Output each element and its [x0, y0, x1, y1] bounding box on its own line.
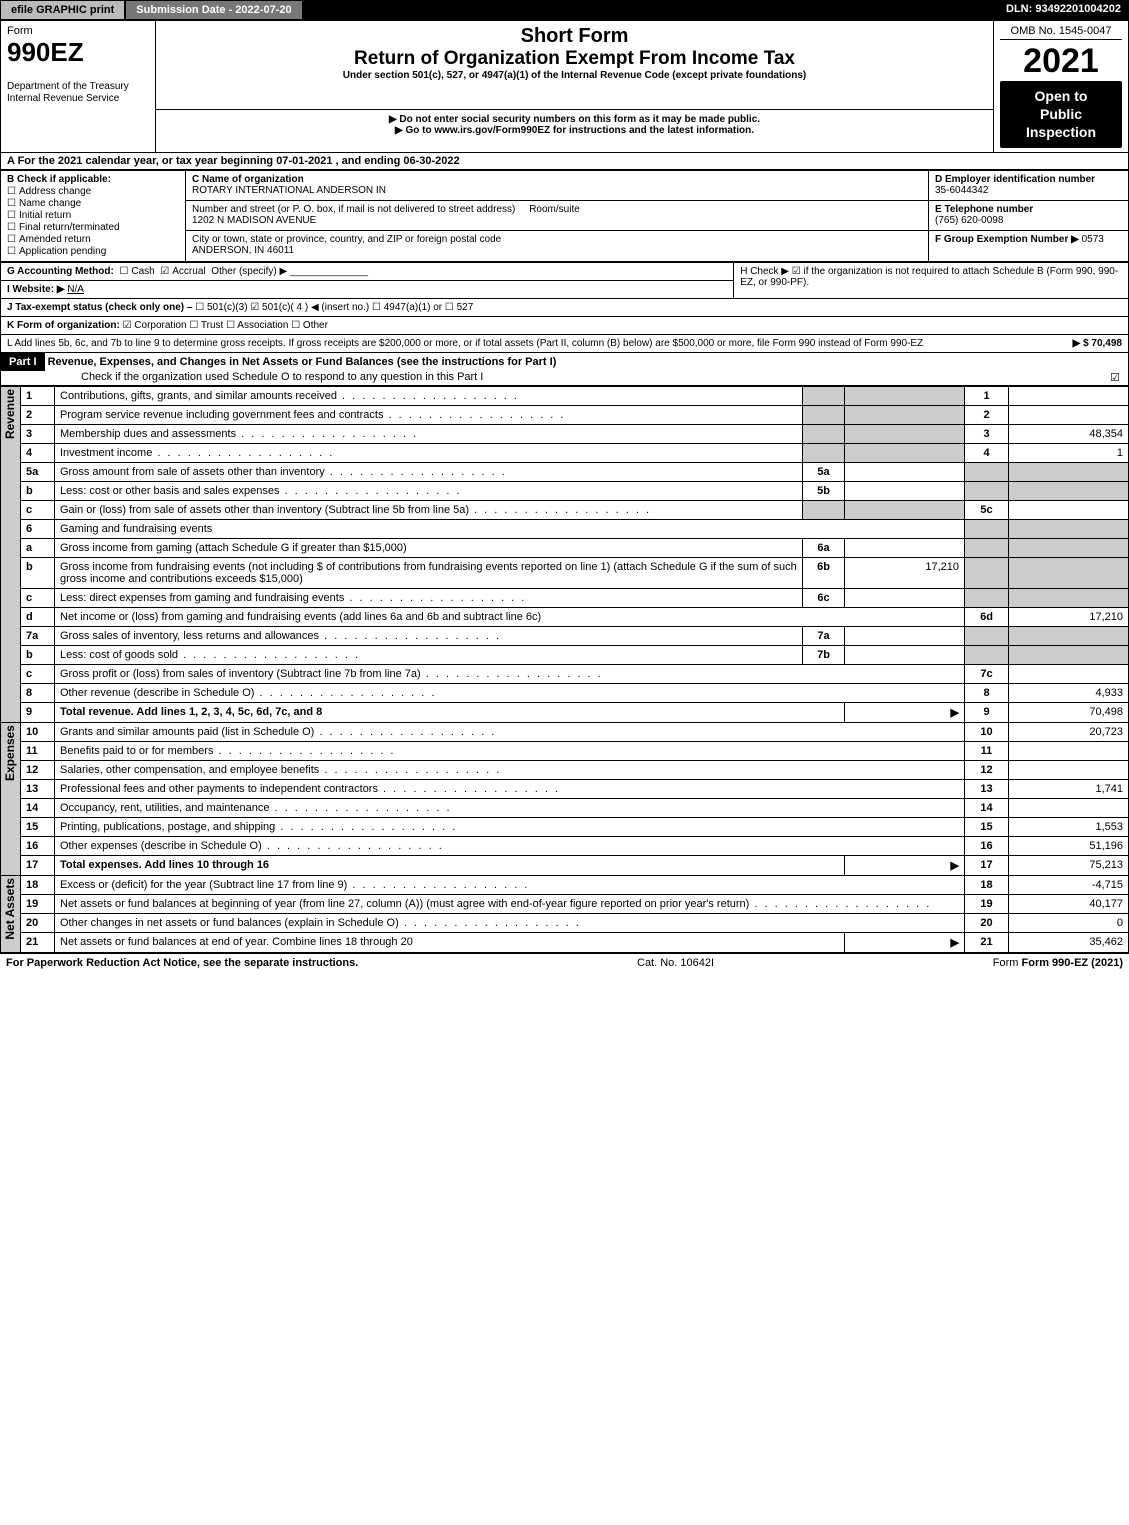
ssn-warning: ▶ Do not enter social security numbers o…: [162, 114, 987, 125]
val-20: 0: [1009, 913, 1129, 932]
val-17: 75,213: [1009, 855, 1129, 875]
addr-label: Number and street (or P. O. box, if mail…: [192, 204, 515, 215]
open-inspection-box: Open to Public Inspection: [1000, 81, 1122, 148]
telephone: (765) 620-0098: [935, 215, 1003, 226]
submission-date: Submission Date - 2022-07-20: [125, 0, 302, 20]
form-ref: Form Form 990-EZ (2021): [993, 957, 1123, 969]
val-6d: 17,210: [1009, 607, 1129, 626]
short-form-title: Short Form: [162, 25, 987, 48]
cb-accrual[interactable]: Accrual: [160, 266, 205, 277]
cb-name-change[interactable]: Name change: [7, 198, 179, 209]
dept-irs: Internal Revenue Service: [7, 93, 119, 104]
form-header: Form 990EZ Department of the Treasury In…: [0, 20, 1129, 153]
h-text: H Check ▶ ☑ if the organization is not r…: [734, 262, 1129, 298]
val-16: 51,196: [1009, 836, 1129, 855]
page-footer: For Paperwork Reduction Act Notice, see …: [0, 953, 1129, 972]
val-9: 70,498: [1009, 702, 1129, 722]
part-i-table: Revenue 1Contributions, gifts, grants, a…: [0, 386, 1129, 953]
part-i-title: Revenue, Expenses, and Changes in Net As…: [48, 356, 557, 368]
paperwork-notice: For Paperwork Reduction Act Notice, see …: [6, 957, 358, 969]
i-label: I Website: ▶: [7, 284, 65, 295]
cb-address-change[interactable]: Address change: [7, 186, 179, 197]
g-label: G Accounting Method:: [7, 266, 114, 277]
g-h-block: G Accounting Method: Cash Accrual Other …: [0, 262, 1129, 299]
omb-number: OMB No. 1545-0047: [1000, 25, 1122, 40]
revenue-label: Revenue: [1, 387, 19, 441]
cb-amended-return[interactable]: Amended return: [7, 234, 179, 245]
entity-block: B Check if applicable: Address change Na…: [0, 170, 1129, 262]
val-21: 35,462: [1009, 932, 1129, 952]
tax-year: 2021: [1000, 42, 1122, 81]
val-15: 1,553: [1009, 817, 1129, 836]
ein: 35-6044342: [935, 185, 988, 196]
cb-cash[interactable]: Cash: [119, 266, 154, 277]
line-k: K Form of organization: ☑ Corporation ☐ …: [0, 317, 1129, 335]
line-j: J Tax-exempt status (check only one) – ☐…: [0, 299, 1129, 317]
goto-link[interactable]: ▶ Go to www.irs.gov/Form990EZ for instru…: [162, 125, 987, 136]
dln: DLN: 93492201004202: [998, 0, 1129, 20]
form-number: 990EZ: [7, 37, 84, 67]
gross-receipts: ▶ $ 70,498: [1073, 338, 1122, 349]
b-label: B Check if applicable:: [7, 174, 179, 185]
val-10: 20,723: [1009, 722, 1129, 741]
part-i-header: Part I Revenue, Expenses, and Changes in…: [0, 353, 1129, 386]
arrow-21: ▶: [845, 932, 965, 952]
city-label: City or town, state or province, country…: [192, 234, 501, 245]
part-i-checked[interactable]: ☑: [1110, 371, 1128, 384]
val-4: 1: [1009, 443, 1129, 462]
line-l: L Add lines 5b, 6c, and 7b to line 9 to …: [0, 335, 1129, 353]
val-8: 4,933: [1009, 683, 1129, 702]
g-other[interactable]: Other (specify) ▶: [211, 266, 287, 277]
cb-application-pending[interactable]: Application pending: [7, 246, 179, 257]
room-label: Room/suite: [529, 204, 580, 215]
val-13: 1,741: [1009, 779, 1129, 798]
val-18: -4,715: [1009, 875, 1129, 894]
cb-final-return[interactable]: Final return/terminated: [7, 222, 179, 233]
efile-print-button[interactable]: efile GRAPHIC print: [0, 0, 125, 20]
part-i-check: Check if the organization used Schedule …: [1, 371, 483, 383]
street-address: 1202 N MADISON AVENUE: [192, 215, 316, 226]
arrow-17: ▶: [845, 855, 965, 875]
net-assets-label: Net Assets: [1, 876, 19, 942]
group-exemption: 0573: [1082, 234, 1104, 245]
line-a: A For the 2021 calendar year, or tax yea…: [0, 153, 1129, 170]
val-19: 40,177: [1009, 894, 1129, 913]
part-i-label: Part I: [1, 353, 45, 371]
main-title: Return of Organization Exempt From Incom…: [162, 48, 987, 70]
val-6b: 17,210: [845, 557, 965, 588]
website: N/A: [67, 284, 84, 295]
d-ein-label: D Employer identification number: [935, 174, 1095, 185]
cat-no: Cat. No. 10642I: [637, 957, 714, 969]
cb-initial-return[interactable]: Initial return: [7, 210, 179, 221]
org-name: ROTARY INTERNATIONAL ANDERSON IN: [192, 185, 386, 196]
val-3: 48,354: [1009, 424, 1129, 443]
under-section: Under section 501(c), 527, or 4947(a)(1)…: [162, 70, 987, 81]
arrow-9: ▶: [845, 702, 965, 722]
form-label: Form: [7, 25, 33, 37]
top-bar: efile GRAPHIC print Submission Date - 20…: [0, 0, 1129, 20]
expenses-label: Expenses: [1, 723, 19, 783]
c-name-label: C Name of organization: [192, 174, 304, 185]
f-group-label: F Group Exemption Number ▶: [935, 234, 1079, 245]
e-tel-label: E Telephone number: [935, 204, 1033, 215]
dept-treasury: Department of the Treasury: [7, 81, 129, 92]
city-state-zip: ANDERSON, IN 46011: [192, 245, 294, 256]
